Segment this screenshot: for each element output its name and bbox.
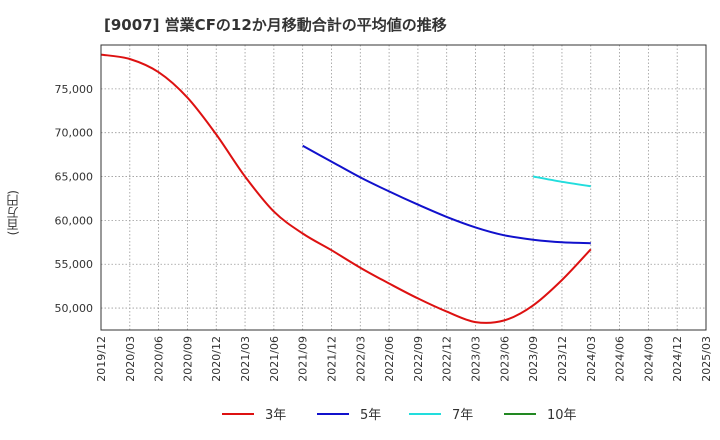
series-line-7年 [532,175,591,188]
legend-label: 7年 [452,408,473,423]
x-tick-label: 2021/09 [297,336,310,382]
y-tick-label: 65,000 [55,171,94,184]
y-tick-label: 50,000 [55,302,94,315]
y-tick-label: 70,000 [55,127,94,140]
x-tick-label: 2023/09 [527,336,540,382]
series-lines [100,53,592,324]
x-tick-label: 2023/12 [556,336,569,382]
chart-title: [9007] 営業CFの12か月移動合計の平均値の推移 [104,16,447,34]
x-tick-label: 2024/09 [642,336,655,382]
y-tick-label: 75,000 [55,83,94,96]
x-tick-label: 2019/12 [95,336,108,382]
x-tick-label: 2020/12 [210,336,223,382]
x-tick-label: 2021/03 [239,336,252,382]
plot-frame [100,44,707,331]
x-tick-label: 2020/09 [181,336,194,382]
x-tick-labels: 2019/12 2020/03 2020/06 2020/09 2020/12 2021/… [95,336,713,382]
x-tick-label: 2022/03 [354,336,367,382]
legend-label: 3年 [265,408,286,423]
x-tick-label: 2021/12 [325,336,338,382]
legend: 3年 5年 7年 10年 [222,408,577,423]
x-tick-label: 2020/06 [153,336,166,382]
series-line-3年 [100,53,592,324]
x-tick-label: 2023/03 [470,336,483,382]
x-tick-label: 2024/06 [614,336,627,382]
x-tick-label: 2020/03 [124,336,137,382]
x-tick-label: 2025/03 [700,336,713,382]
legend-label: 10年 [547,408,577,423]
grid-lines [100,45,707,330]
x-tick-label: 2021/06 [268,336,281,382]
x-tick-label: 2022/12 [441,336,454,382]
legend-label: 5年 [360,408,381,423]
y-tick-labels: 50,000 55,000 60,000 65,000 70,000 75,000 [55,83,94,315]
x-tick-label: 2022/06 [383,336,396,382]
x-tick-label: 2023/06 [498,336,511,382]
y-tick-label: 60,000 [55,214,94,227]
x-tick-label: 2022/09 [412,336,425,382]
y-tick-label: 55,000 [55,258,94,271]
x-tick-label: 2024/12 [671,336,684,382]
x-tick-label: 2024/03 [585,336,598,382]
series-line-5年 [302,144,591,245]
